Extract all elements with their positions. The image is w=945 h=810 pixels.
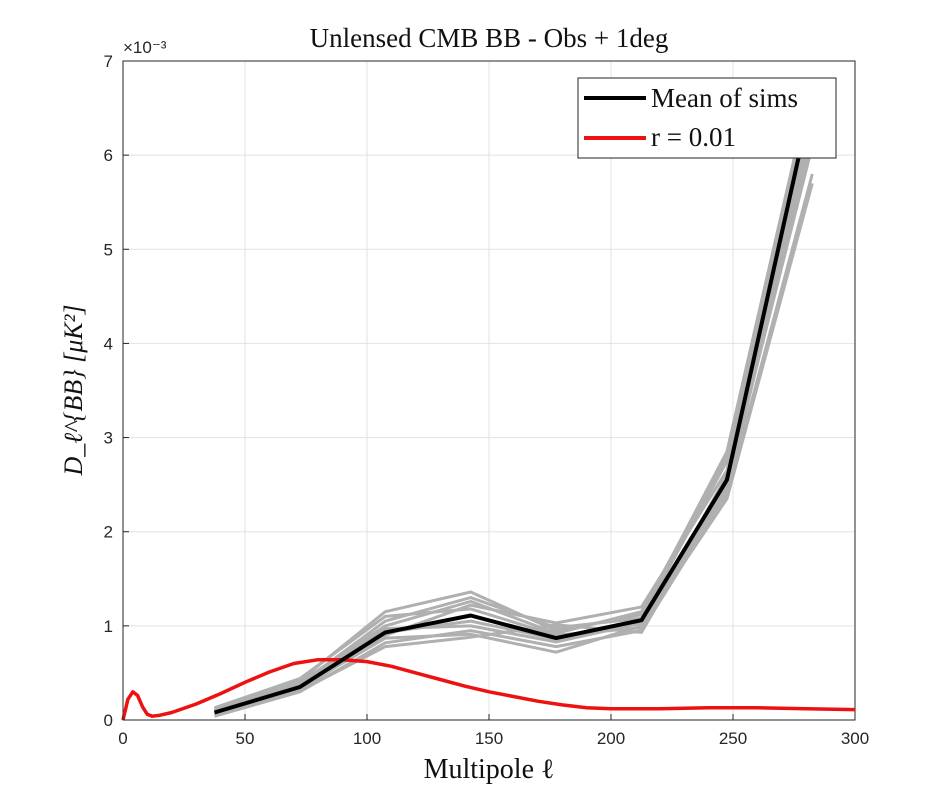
x-tick-label: 0 bbox=[118, 729, 127, 748]
chart-title: Unlensed CMB BB - Obs + 1deg bbox=[310, 23, 669, 53]
series-lines bbox=[121, 95, 856, 721]
x-axis-label: Multipole ℓ bbox=[424, 754, 555, 785]
y-tick-labels: 0 1 2 3 4 5 6 7 bbox=[104, 52, 129, 730]
simulation-lines bbox=[214, 79, 814, 718]
x-tick-label: 300 bbox=[841, 729, 869, 748]
y-exponent-label: ×10⁻³ bbox=[123, 38, 167, 57]
x-tick-label: 150 bbox=[475, 729, 503, 748]
simulation-line bbox=[214, 88, 814, 712]
y-tick-label: 0 bbox=[104, 711, 113, 730]
y-tick-label: 4 bbox=[104, 334, 113, 353]
legend-label-mean-of-sims: Mean of sims bbox=[651, 83, 798, 113]
x-tick-labels: 0 50 100 150 200 250 300 bbox=[118, 714, 869, 748]
y-tick-label: 5 bbox=[104, 240, 113, 259]
y-axis-label: D_ℓ^{BB} [μK²] bbox=[59, 304, 88, 476]
x-tick-label: 100 bbox=[353, 729, 381, 748]
x-tick-label: 50 bbox=[236, 729, 255, 748]
y-tick-label: 3 bbox=[104, 429, 113, 448]
y-tick-label: 2 bbox=[104, 523, 113, 542]
y-tick-label: 7 bbox=[104, 52, 113, 71]
x-tick-label: 200 bbox=[597, 729, 625, 748]
y-tick-label: 1 bbox=[104, 617, 113, 636]
x-tick-label: 250 bbox=[719, 729, 747, 748]
legend-box bbox=[577, 77, 837, 159]
series-line-mean-of-sims bbox=[213, 95, 815, 715]
series-line-r-0.01 bbox=[121, 657, 856, 721]
y-tick-label: 6 bbox=[104, 146, 113, 165]
legend-label-r-0.01: r = 0.01 bbox=[651, 122, 736, 152]
legend: Mean of sims r = 0.01 bbox=[577, 77, 837, 159]
simulation-line bbox=[214, 126, 814, 714]
